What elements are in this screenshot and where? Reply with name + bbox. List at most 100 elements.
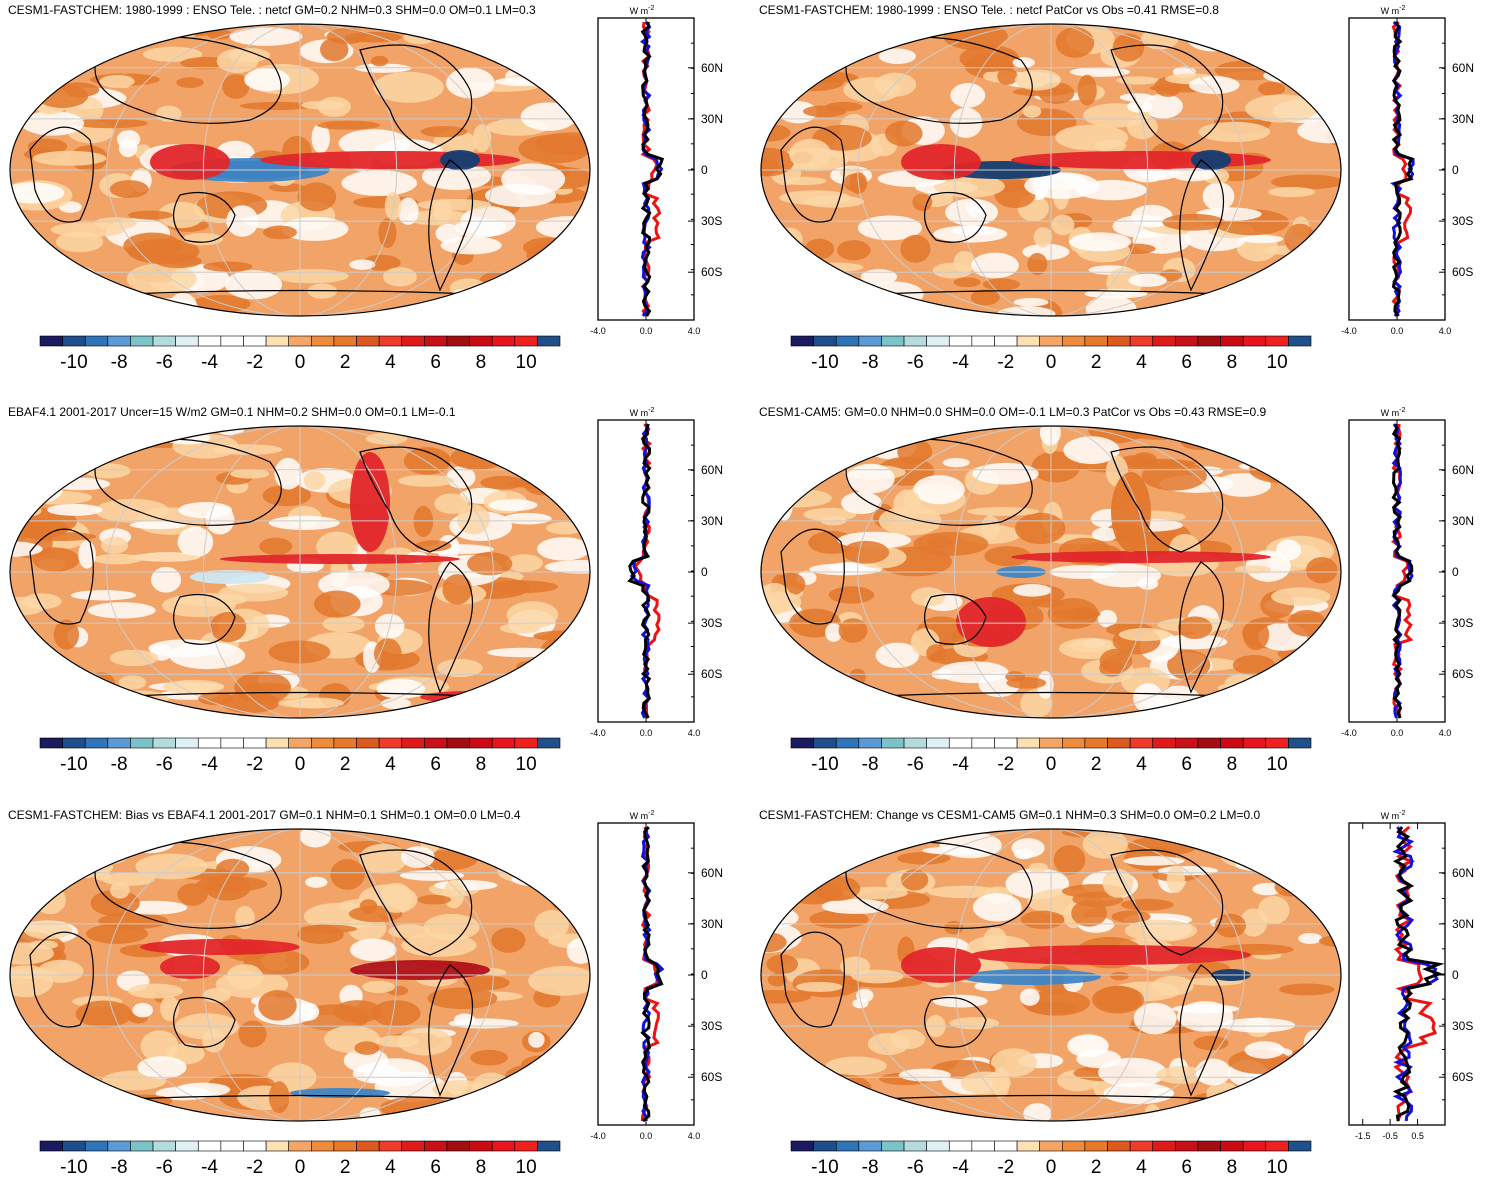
colorbar-swatch — [1107, 335, 1131, 347]
colorbar-label: -4 — [952, 1157, 969, 1178]
colorbar-swatch — [62, 737, 86, 749]
colorbar-swatch — [265, 1140, 289, 1152]
colorbar-swatch — [1220, 1140, 1244, 1152]
panel-2: 60N 30N 0 30S 60S -4.0 0.0 4.0 W m-2 -10 -8 -6 -4 -2 0… — [759, 3, 1474, 373]
colorbar-label: -6 — [907, 754, 924, 775]
colorbar-swatch — [356, 737, 380, 749]
colorbar-swatch — [1039, 1140, 1063, 1152]
colorbar-swatch — [1016, 1140, 1040, 1152]
colorbar-swatch — [1152, 737, 1176, 749]
colorbar-swatch — [926, 737, 950, 749]
zonal-unit-label: W m-2 — [1381, 810, 1406, 821]
map-field — [10, 829, 590, 1121]
lat-tick-label: 30S — [1452, 214, 1473, 228]
zonal-line-other — [1391, 21, 1414, 317]
colorbar-swatch — [197, 737, 222, 749]
colorbar-swatch — [858, 737, 882, 749]
colorbar-swatch — [311, 1140, 335, 1152]
colorbar-swatch — [152, 737, 176, 749]
colorbar-swatch — [152, 335, 176, 347]
colorbar-label: 2 — [1091, 754, 1102, 775]
colorbar-label: 2 — [340, 754, 351, 775]
zonal-line-other — [627, 423, 652, 719]
lat-tick-label: 60N — [701, 866, 723, 880]
colorbar-swatch — [446, 335, 470, 347]
zonal-x-tick-label: 4.0 — [1439, 326, 1452, 336]
colorbar-swatch — [243, 335, 267, 347]
colorbar-label: -2 — [246, 1157, 263, 1178]
lat-tick-label: 60N — [1452, 866, 1474, 880]
zonal-mean-plot: 60N 30N 0 30S 60S -4.0 0.0 4.0 W m-2 — [1341, 407, 1474, 738]
colorbar-swatch — [39, 1140, 63, 1152]
colorbar-swatch — [926, 1140, 950, 1152]
colorbar-swatch — [994, 335, 1018, 347]
colorbar-swatch — [243, 1140, 267, 1152]
colorbar-swatch — [1152, 1140, 1176, 1152]
colorbar-swatch — [401, 335, 425, 347]
colorbar-label: 4 — [385, 754, 396, 775]
colorbar: -10 -8 -6 -4 -2 0 2 4 6 8 10 — [39, 1140, 561, 1178]
colorbar-swatch — [537, 335, 561, 347]
colorbar-swatch — [971, 737, 995, 749]
lat-tick-label: 60S — [1452, 667, 1473, 681]
colorbar-label: 10 — [1267, 352, 1288, 373]
colorbar-swatch — [1242, 1140, 1267, 1152]
map-border — [9, 828, 591, 1122]
colorbar-swatch — [469, 737, 493, 749]
lat-tick-label: 0 — [1452, 163, 1459, 177]
lat-tick-label: 30S — [1452, 1019, 1473, 1033]
zonal-unit-label: W m-2 — [630, 5, 655, 16]
lat-tick-label: 30S — [701, 214, 722, 228]
colorbar-label: 6 — [1181, 352, 1192, 373]
colorbar-label: 10 — [516, 352, 537, 373]
colorbar-swatch — [1062, 335, 1086, 347]
colorbar-label: 4 — [1136, 352, 1147, 373]
colorbar-swatch — [446, 1140, 470, 1152]
lat-tick-label: 0 — [1452, 565, 1459, 579]
colorbar-swatch — [1016, 335, 1040, 347]
colorbar-label: 10 — [1267, 754, 1288, 775]
colorbar-swatch — [835, 737, 860, 749]
colorbar: -10 -8 -6 -4 -2 0 2 4 6 8 10 — [790, 335, 1312, 373]
colorbar-swatch — [1175, 1140, 1199, 1152]
colorbar-label: -2 — [997, 352, 1014, 373]
lat-tick-label: 30N — [701, 112, 723, 126]
colorbar-label: 2 — [1091, 1157, 1102, 1178]
colorbar-swatch — [1016, 737, 1040, 749]
colorbar-swatch — [1242, 335, 1267, 347]
zonal-x-tick-label: 4.0 — [688, 728, 701, 738]
colorbar-swatch — [197, 1140, 222, 1152]
lat-tick-label: 30S — [701, 616, 722, 630]
colorbar: -10 -8 -6 -4 -2 0 2 4 6 8 10 — [39, 737, 561, 775]
colorbar-swatch — [1242, 737, 1267, 749]
colorbar-swatch — [926, 335, 950, 347]
colorbar-swatch — [378, 335, 403, 347]
colorbar-swatch — [265, 737, 289, 749]
colorbar-label: -4 — [952, 352, 969, 373]
zonal-unit-label: W m-2 — [1381, 407, 1406, 418]
map-field — [10, 426, 590, 718]
colorbar-swatch — [514, 1140, 538, 1152]
colorbar-swatch — [813, 1140, 837, 1152]
colorbar-swatch — [790, 335, 814, 347]
colorbar-swatch — [378, 1140, 403, 1152]
lat-tick-label: 30N — [1452, 917, 1474, 931]
colorbar-swatch — [1084, 1140, 1108, 1152]
panel-title: CESM1-CAM5: GM=0.0 NHM=0.0 SHM=0.0 OM=-0… — [759, 405, 1267, 419]
colorbar: -10 -8 -6 -4 -2 0 2 4 6 8 10 — [39, 335, 561, 373]
panel-title: CESM1-FASTCHEM: Bias vs EBAF4.1 2001-201… — [8, 808, 521, 822]
colorbar-swatch — [265, 335, 289, 347]
colorbar-swatch — [175, 737, 199, 749]
zonal-x-tick-label: 4.0 — [1439, 728, 1452, 738]
panel-4: 60N 30N 0 30S 60S -4.0 0.0 4.0 W m-2 -10 -8 -6 -4 -2 0… — [759, 405, 1474, 775]
lat-tick-label: 60N — [1452, 61, 1474, 75]
colorbar-swatch — [356, 335, 380, 347]
colorbar-label: 0 — [295, 352, 306, 373]
colorbar-swatch — [446, 737, 470, 749]
map-field — [761, 24, 1341, 316]
colorbar-swatch — [175, 335, 199, 347]
colorbar-label: -10 — [811, 754, 838, 775]
colorbar-swatch — [84, 335, 109, 347]
colorbar-label: 4 — [385, 352, 396, 373]
colorbar-swatch — [39, 335, 63, 347]
